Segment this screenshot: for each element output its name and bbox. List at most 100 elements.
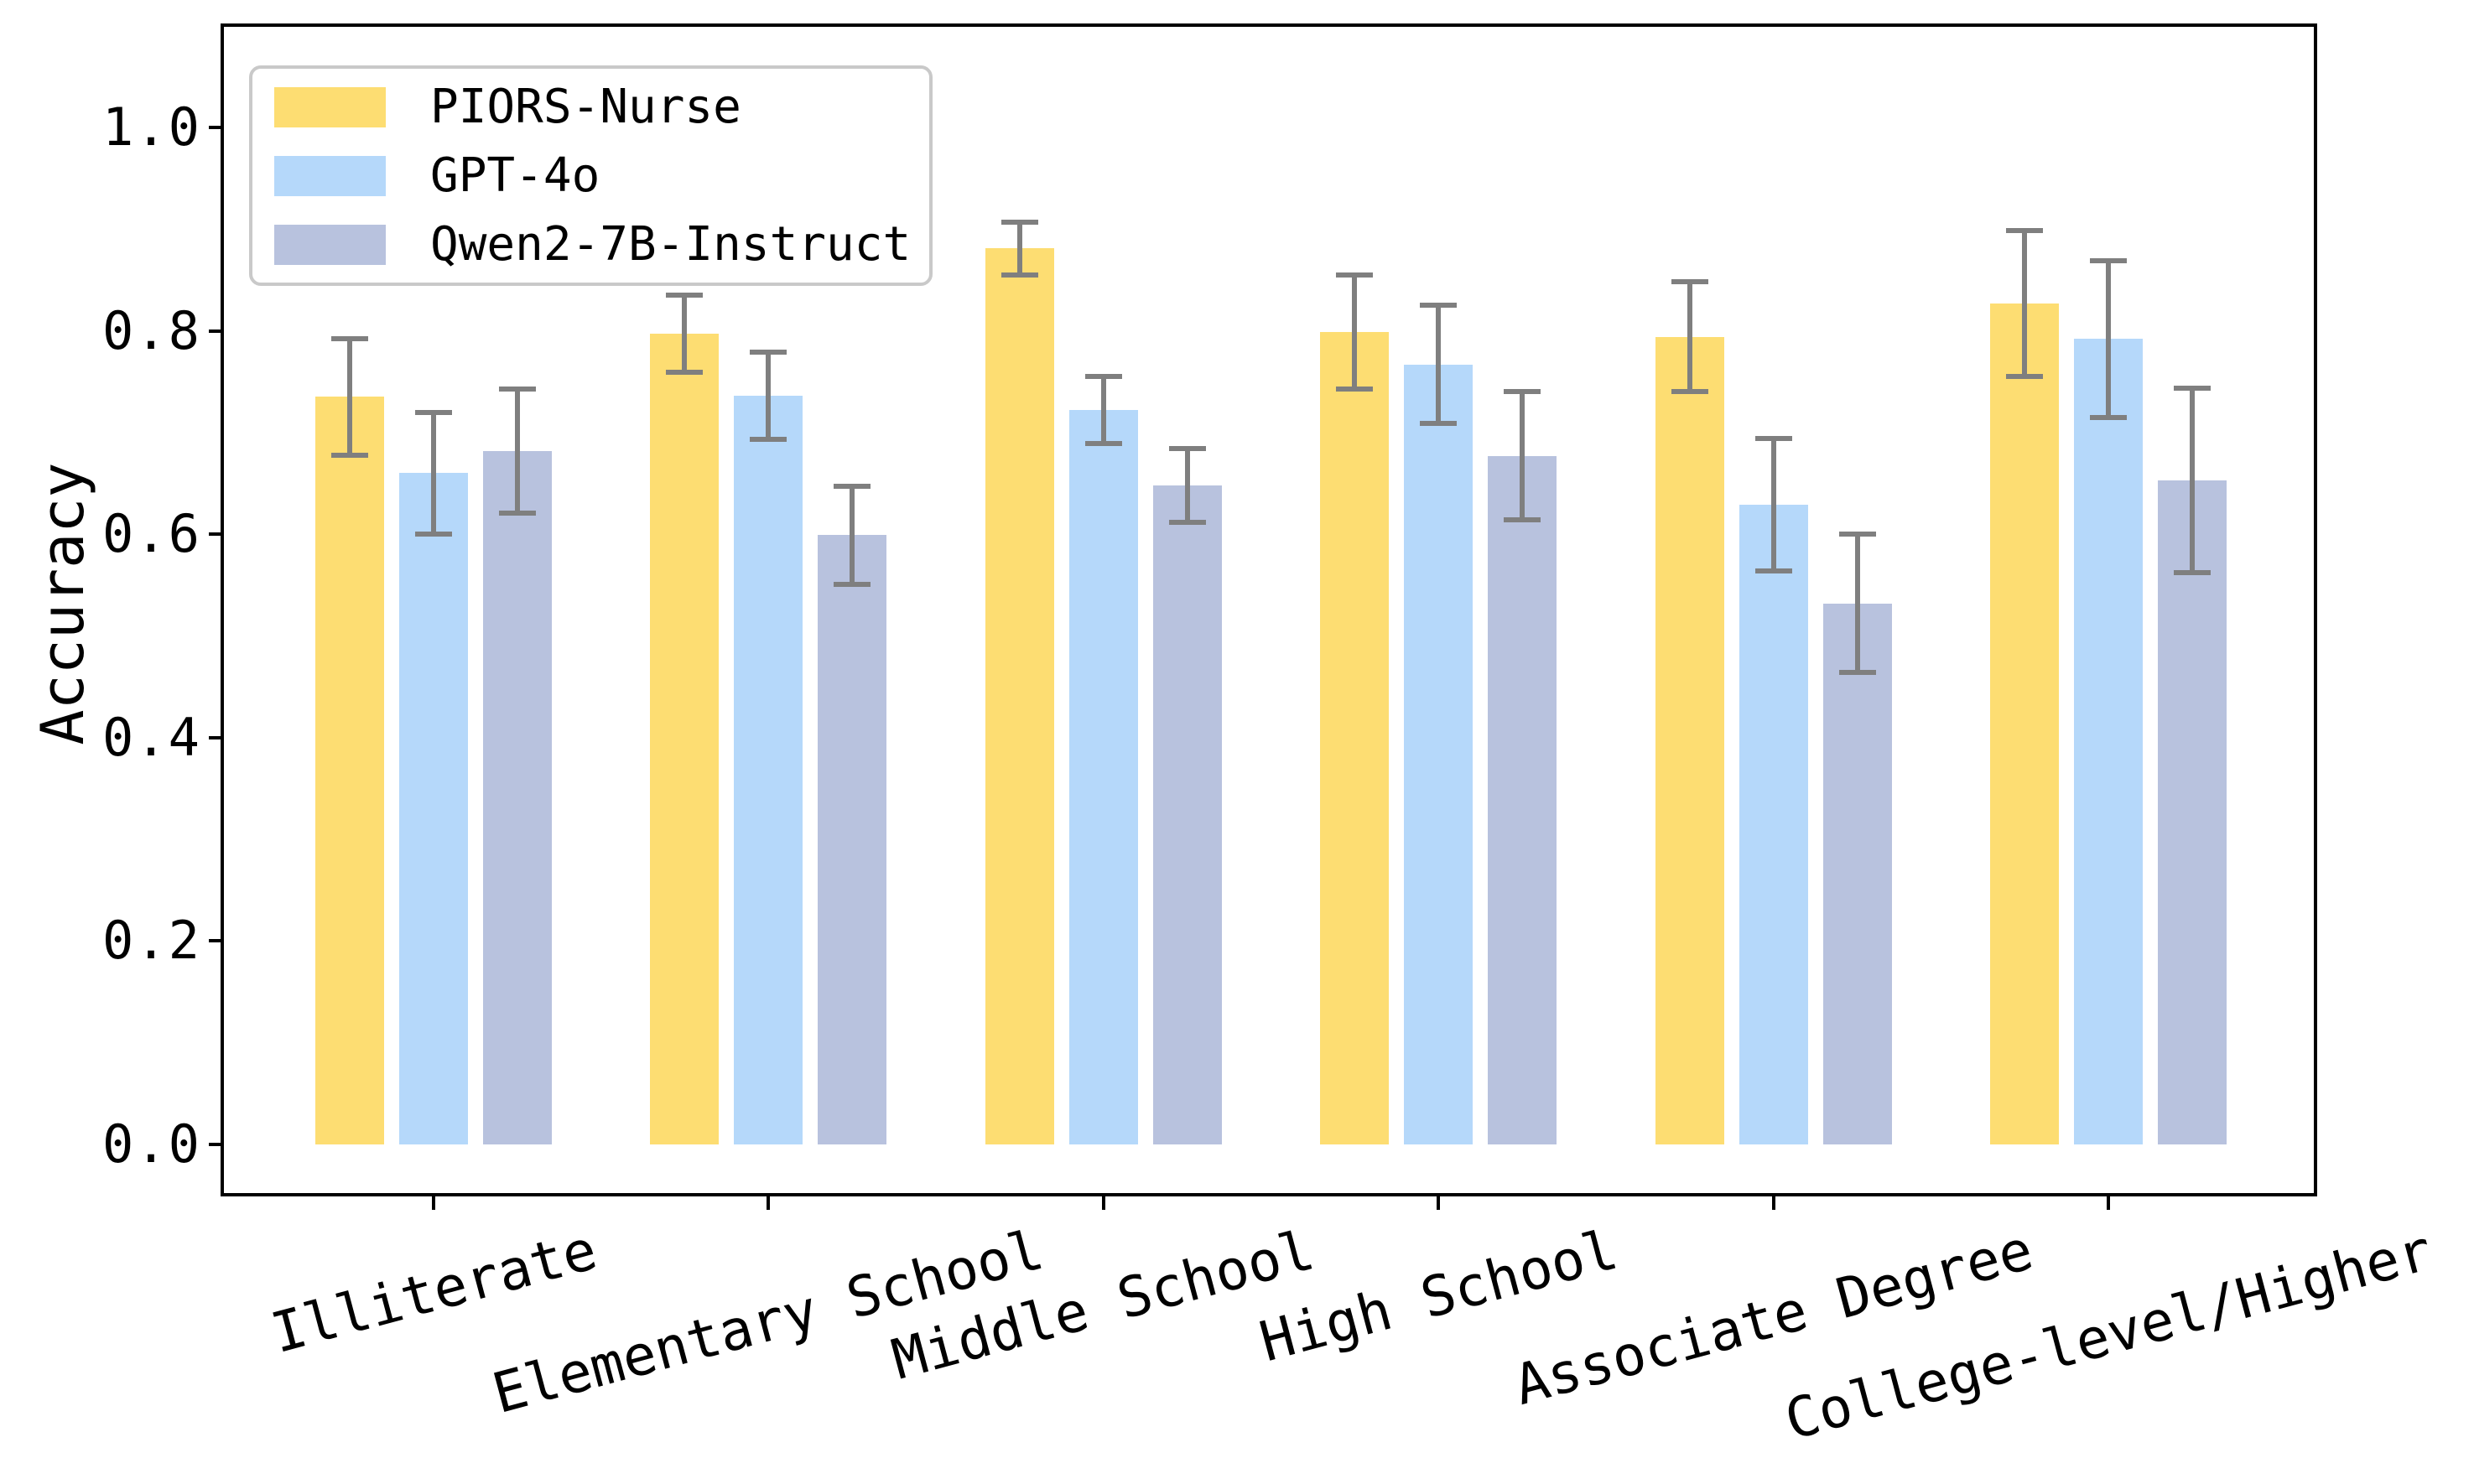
error-bar-cap-top: [1168, 446, 1206, 452]
error-bar-cap-bottom: [499, 510, 536, 516]
error-bar-cap-bottom: [1504, 517, 1541, 523]
x-tick-label-college-level-higher: College-level/Higher: [1777, 1217, 2439, 1453]
bar-gpt-4o: [1404, 364, 1473, 1144]
bar-qwen2-7b-instruct: [1822, 603, 1892, 1144]
y-tick-mark: [209, 329, 222, 333]
y-tick-mark: [209, 532, 222, 537]
error-bar-cap-bottom: [750, 437, 787, 443]
bar-qwen2-7b-instruct: [1152, 485, 1222, 1144]
error-bar-line: [431, 412, 436, 535]
error-bar-cap-bottom: [1754, 568, 1792, 573]
error-bar-cap-top: [1671, 279, 1708, 285]
error-bar-cap-top: [1420, 303, 1458, 309]
error-bar-cap-bottom: [415, 532, 452, 537]
x-tick-mark: [2107, 1196, 2110, 1210]
error-bar-cap-bottom: [1084, 441, 1122, 447]
bar-piors-nurse: [1990, 303, 2059, 1144]
error-bar-cap-top: [834, 484, 871, 490]
y-tick-mark: [209, 939, 222, 943]
y-tick-mark: [209, 126, 222, 129]
error-bar-line: [1184, 449, 1190, 522]
error-bar-line: [1016, 221, 1022, 275]
error-bar-cap-top: [1838, 532, 1876, 537]
error-bar-cap-bottom: [666, 370, 704, 376]
error-bar-line: [1100, 376, 1106, 444]
bar-gpt-4o: [1068, 410, 1138, 1144]
error-bar-line: [850, 486, 855, 584]
error-bar-line: [347, 339, 352, 455]
bar-piors-nurse: [1655, 336, 1724, 1144]
bar-gpt-4o: [1739, 505, 1808, 1144]
legend-label: PIORS-Nurse: [430, 80, 741, 134]
bar-gpt-4o: [399, 473, 468, 1144]
error-bar-line: [1687, 282, 1692, 392]
bar-piors-nurse: [650, 334, 720, 1144]
error-bar-line: [766, 352, 772, 440]
error-bar-line: [515, 388, 520, 513]
error-bar-cap-bottom: [2090, 414, 2127, 420]
error-bar-line: [682, 295, 688, 373]
legend-swatch-gpt-4o: [274, 156, 386, 196]
error-bar-cap-top: [331, 336, 368, 342]
error-bar-line: [1854, 534, 1860, 673]
error-bar-line: [1352, 274, 1358, 389]
error-bar-cap-bottom: [2174, 570, 2211, 576]
x-tick-mark: [1771, 1196, 1775, 1210]
legend-swatch-qwen2-7b-instruct: [274, 225, 386, 265]
error-bar-line: [1520, 392, 1525, 521]
bar-qwen2-7b-instruct: [818, 535, 887, 1144]
y-tick-label: 0.2: [102, 910, 201, 972]
error-bar-line: [2190, 387, 2195, 573]
y-axis-title: Accuracy: [29, 462, 97, 745]
legend-label: Qwen2-7B-Instruct: [430, 217, 912, 272]
y-tick-label: 0.0: [102, 1113, 201, 1175]
y-tick-label: 0.6: [102, 503, 201, 565]
legend-row: PIORS-Nurse: [252, 73, 929, 142]
error-bar-cap-bottom: [1420, 420, 1458, 426]
bar-qwen2-7b-instruct: [483, 450, 552, 1144]
bar-qwen2-7b-instruct: [2158, 480, 2227, 1144]
legend-row: GPT-4o: [252, 142, 929, 210]
y-tick-label: 0.4: [102, 706, 201, 768]
error-bar-cap-bottom: [1671, 389, 1708, 395]
bar-piors-nurse: [985, 248, 1054, 1144]
legend-swatch-piors-nurse: [274, 87, 386, 127]
bar-piors-nurse: [315, 397, 384, 1144]
y-tick-label: 0.8: [102, 299, 201, 361]
x-tick-label-illiterate: Illiterate: [264, 1217, 603, 1367]
x-tick-mark: [767, 1196, 771, 1210]
error-bar-cap-top: [2006, 227, 2043, 233]
error-bar-cap-top: [499, 386, 536, 392]
y-tick-mark: [209, 1143, 222, 1146]
error-bar-line: [2106, 260, 2111, 418]
x-tick-mark: [1437, 1196, 1441, 1210]
error-bar-line: [1436, 305, 1442, 423]
error-bar-cap-bottom: [834, 581, 871, 587]
error-bar-cap-bottom: [1001, 272, 1038, 278]
error-bar-cap-top: [1504, 389, 1541, 395]
legend-row: Qwen2-7B-Instruct: [252, 210, 929, 279]
error-bar-cap-bottom: [331, 452, 368, 458]
error-bar-cap-bottom: [1336, 386, 1374, 392]
plot-area: [221, 23, 2317, 1196]
error-bar-cap-bottom: [2006, 374, 2043, 380]
bar-gpt-4o: [734, 396, 803, 1144]
error-bar-line: [2022, 230, 2027, 377]
legend-label: GPT-4o: [430, 148, 600, 203]
error-bar-cap-top: [1754, 436, 1792, 442]
error-bar-cap-top: [666, 293, 704, 298]
error-bar-cap-top: [2174, 385, 2211, 391]
error-bar-cap-top: [1084, 374, 1122, 380]
error-bar-cap-top: [1001, 219, 1038, 225]
error-bar-line: [1770, 438, 1776, 571]
error-bar-cap-top: [750, 350, 787, 355]
error-bar-cap-top: [415, 409, 452, 415]
x-tick-mark: [1101, 1196, 1105, 1210]
error-bar-cap-top: [1336, 272, 1374, 278]
bar-piors-nurse: [1320, 331, 1390, 1144]
error-bar-cap-top: [2090, 257, 2127, 263]
y-tick-label: 1.0: [102, 96, 201, 158]
bar-gpt-4o: [2074, 339, 2143, 1144]
x-tick-mark: [432, 1196, 435, 1210]
